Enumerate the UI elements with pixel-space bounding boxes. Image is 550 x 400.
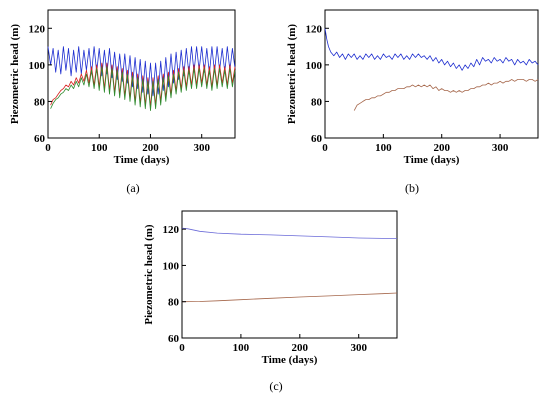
x-tick-label: 200 [292, 342, 309, 354]
series-line-3 [50, 66, 236, 111]
y-tick-label: 60 [34, 133, 46, 145]
series-line-2 [50, 62, 236, 108]
x-tick-label: 0 [179, 342, 185, 354]
x-tick-label: 200 [433, 142, 450, 154]
x-tick-label: 100 [91, 142, 108, 154]
series-line-2 [353, 79, 539, 111]
plot-frame [324, 9, 539, 139]
caption-b: (b) [405, 181, 419, 195]
y-tick-label: 120 [29, 23, 46, 35]
y-tick-label: 100 [306, 60, 323, 72]
y-tick-label: 100 [29, 60, 46, 72]
plot-frame [181, 210, 398, 339]
y-tick-label: 120 [306, 23, 323, 35]
x-tick-label: 300 [193, 142, 210, 154]
y-tick-label: 80 [34, 96, 46, 108]
x-tick-label: 300 [350, 342, 367, 354]
series-line-1 [324, 28, 539, 71]
caption-c: (c) [269, 379, 283, 393]
y-tick-label: 80 [311, 96, 323, 108]
x-axis-title: Time (days) [114, 154, 170, 166]
y-tick-label: 60 [311, 133, 323, 145]
y-axis-title: Piezometric head (m) [9, 24, 21, 125]
x-tick-label: 0 [45, 142, 51, 154]
x-tick-label: 300 [492, 142, 509, 154]
x-axis-title: Time (days) [262, 354, 318, 366]
y-tick-label: 80 [168, 297, 180, 309]
y-tick-label: 60 [168, 333, 180, 345]
series-line-2 [181, 292, 398, 303]
y-tick-label: 120 [163, 224, 180, 236]
x-tick-label: 100 [233, 342, 250, 354]
x-axis-title: Time (days) [404, 154, 460, 166]
series-line-1 [181, 227, 398, 239]
x-tick-label: 0 [322, 142, 328, 154]
plot-frame [47, 9, 236, 139]
x-tick-label: 200 [142, 142, 159, 154]
caption-a: (a) [126, 181, 140, 195]
y-axis-title: Piezometric head (m) [143, 224, 155, 325]
x-tick-label: 100 [375, 142, 392, 154]
y-axis-title: Piezometric head (m) [286, 24, 298, 125]
y-tick-label: 100 [163, 260, 180, 272]
